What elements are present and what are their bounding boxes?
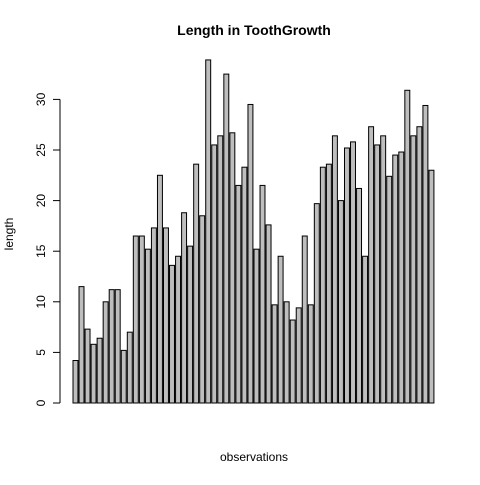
- bar: [126, 331, 133, 404]
- y-tick-label: 20: [34, 194, 48, 208]
- bar: [380, 135, 387, 404]
- y-tick-label: 0: [34, 399, 48, 406]
- y-tick-label: 15: [34, 244, 48, 258]
- bars: [72, 59, 435, 404]
- bar: [253, 248, 260, 404]
- bar: [181, 212, 188, 404]
- y-tick-label: 5: [34, 349, 48, 356]
- bar: [187, 245, 194, 404]
- y-axis: 0 5 10 15 20 25 30: [34, 92, 61, 406]
- bar: [271, 304, 278, 404]
- bar: [259, 184, 266, 404]
- bar: [229, 132, 236, 404]
- bar: [283, 301, 290, 404]
- bar: [144, 248, 151, 404]
- bar: [386, 175, 393, 404]
- bar: [301, 235, 308, 404]
- bar: [217, 135, 224, 404]
- bar: [150, 227, 157, 404]
- bar: [325, 163, 332, 404]
- bar: [410, 135, 417, 404]
- bar: [416, 126, 423, 404]
- y-tick-label: 25: [34, 143, 48, 157]
- bar: [114, 289, 121, 404]
- bar: [211, 144, 218, 404]
- bar: [362, 255, 369, 404]
- bar: [337, 200, 344, 404]
- bar: [368, 126, 375, 404]
- bar: [241, 166, 248, 404]
- bar: [223, 73, 230, 404]
- bar: [138, 235, 145, 404]
- chart-title: Length in ToothGrowth: [177, 22, 331, 38]
- bar: [175, 255, 182, 404]
- bar: [398, 151, 405, 404]
- bar: [120, 349, 127, 404]
- bar: [331, 135, 338, 404]
- bar: [356, 187, 363, 404]
- bar: [313, 203, 320, 404]
- bar: [84, 328, 91, 404]
- bar: [265, 224, 272, 404]
- bar: [289, 319, 296, 404]
- bar: [307, 304, 314, 404]
- bar: [205, 59, 212, 404]
- bar: [319, 166, 326, 404]
- bar: [350, 141, 356, 404]
- y-tick-label: 30: [34, 92, 48, 106]
- x-axis-label: observations: [220, 450, 288, 464]
- bar: [199, 215, 206, 404]
- bar: [90, 343, 97, 404]
- bar: [72, 360, 79, 404]
- bar: [102, 301, 109, 404]
- bar: [96, 337, 103, 404]
- bar: [235, 184, 242, 404]
- bar: [247, 103, 254, 404]
- bar: [156, 174, 163, 404]
- bar: [163, 227, 169, 404]
- bar: [392, 154, 399, 404]
- bar: [344, 147, 350, 404]
- bar: [277, 255, 284, 404]
- bar: [78, 286, 85, 404]
- bar: [169, 264, 175, 404]
- bar: [295, 307, 302, 404]
- bar: [428, 169, 435, 404]
- bar: [374, 144, 381, 404]
- bar: [422, 104, 429, 404]
- bar: [108, 289, 115, 404]
- y-axis-label: length: [2, 218, 16, 251]
- bar: [132, 235, 139, 404]
- bar: [193, 163, 200, 404]
- bar: [404, 89, 411, 404]
- y-tick-label: 10: [34, 295, 48, 309]
